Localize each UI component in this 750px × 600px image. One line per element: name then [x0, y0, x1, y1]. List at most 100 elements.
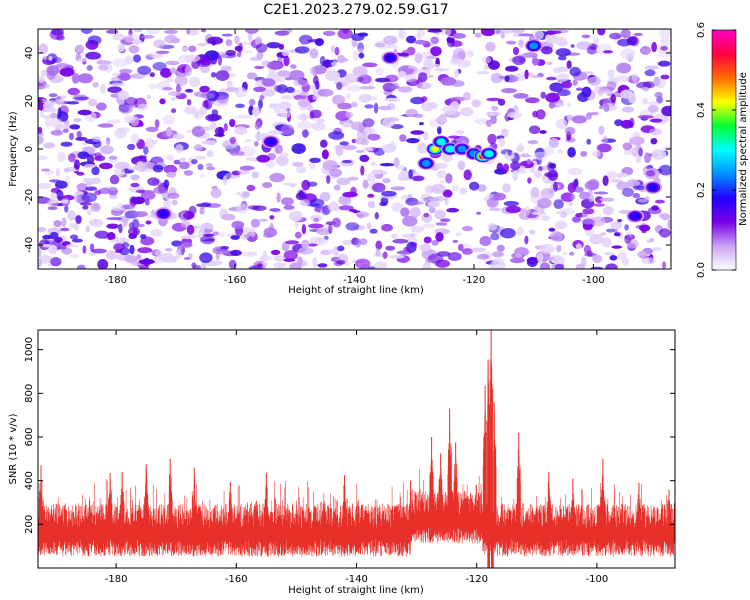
- heatmap-cell: [599, 105, 603, 109]
- heatmap-cell: [225, 49, 236, 56]
- heatmap-cell: [128, 166, 137, 171]
- heatmap-cell: [595, 196, 604, 204]
- heatmap-cell: [483, 64, 489, 70]
- heatmap-cell: [603, 103, 610, 112]
- heatmap-cell: [519, 154, 532, 158]
- heatmap-cell: [273, 103, 282, 114]
- heatmap-cell: [309, 236, 324, 246]
- heatmap-cell: [92, 136, 101, 143]
- heatmap-hotspot: [457, 145, 467, 153]
- heatmap-cell: [457, 160, 466, 171]
- heatmap-cell: [455, 129, 465, 135]
- snr-series: [38, 330, 675, 568]
- heatmap-cell: [588, 194, 595, 202]
- heatmap-cell: [557, 149, 563, 154]
- heatmap-cell: [254, 65, 265, 70]
- heatmap-cell: [90, 202, 101, 212]
- heatmap-cell: [300, 91, 309, 97]
- y-tick-label: -40: [24, 237, 35, 253]
- heatmap-cell: [423, 58, 434, 69]
- heatmap-cell: [642, 86, 650, 92]
- snr-y-axis-label: SNR (10 * v/v): [8, 413, 19, 484]
- heatmap-cell: [657, 60, 671, 67]
- heatmap-cell: [175, 248, 182, 260]
- heatmap-cell: [575, 87, 584, 91]
- heatmap-cell: [352, 50, 360, 62]
- heatmap-cell: [122, 219, 128, 227]
- heatmap-cell: [106, 223, 119, 229]
- heatmap-cell: [412, 175, 425, 182]
- heatmap-cell: [83, 163, 96, 169]
- heatmap-cell: [579, 191, 591, 200]
- heatmap-cell: [606, 228, 615, 233]
- heatmap-cell: [187, 157, 194, 166]
- heatmap-cell: [236, 191, 241, 196]
- heatmap-cell: [201, 126, 211, 132]
- heatmap-cell: [336, 177, 351, 186]
- x-tick-label: -160: [225, 574, 248, 585]
- heatmap-cell: [221, 33, 233, 37]
- heatmap-cell: [555, 118, 568, 130]
- heatmap-cell: [442, 189, 453, 198]
- heatmap-cell: [344, 73, 357, 84]
- heatmap-cell: [659, 228, 671, 238]
- heatmap-cell: [476, 184, 487, 192]
- heatmap-cell: [554, 220, 568, 230]
- heatmap-cell: [192, 265, 202, 269]
- heatmap-cell: [96, 60, 112, 65]
- heatmap-cell: [367, 172, 376, 182]
- heatmap-cell: [490, 106, 499, 111]
- heatmap-cell: [347, 176, 359, 181]
- heatmap-cell: [410, 242, 418, 248]
- colorbar: 0.0 0.2 0.4 0.6 Normalized spectral amplitu…: [696, 22, 749, 278]
- y-tick-label: 20: [24, 95, 35, 108]
- heatmap-cell: [617, 219, 623, 222]
- heatmap-cell: [203, 100, 209, 109]
- heatmap-cell: [454, 68, 459, 78]
- heatmap-cell: [442, 105, 458, 115]
- heatmap-cell: [371, 169, 386, 175]
- heatmap-cell: [38, 155, 48, 161]
- heatmap-cell: [644, 152, 651, 164]
- heatmap-x-axis: -180 -160 -140 -120 -100: [104, 29, 605, 286]
- heatmap-cell: [252, 205, 267, 211]
- heatmap-cell: [562, 251, 568, 256]
- heatmap-cell: [255, 43, 268, 53]
- heatmap-cell: [526, 257, 539, 265]
- heatmap-cell: [593, 191, 609, 195]
- heatmap-cell: [322, 160, 339, 171]
- heatmap-cell: [598, 125, 605, 135]
- heatmap-cell: [526, 158, 532, 165]
- heatmap-cell: [374, 42, 386, 48]
- heatmap-cell: [344, 260, 350, 266]
- heatmap-cell: [184, 54, 201, 63]
- heatmap-cell: [124, 33, 140, 44]
- heatmap-cell: [452, 33, 466, 39]
- heatmap-cell: [592, 254, 603, 263]
- heatmap-cell: [367, 133, 381, 141]
- heatmap-cell: [540, 215, 550, 221]
- heatmap-cell: [603, 252, 615, 256]
- heatmap-cell: [600, 232, 607, 236]
- heatmap-cell: [511, 29, 525, 34]
- heatmap-cell: [69, 124, 81, 130]
- heatmap-cell: [218, 55, 222, 66]
- heatmap-cell: [180, 242, 193, 248]
- heatmap-cell: [561, 81, 573, 89]
- heatmap-cell: [244, 139, 253, 143]
- heatmap-cell: [210, 188, 222, 199]
- heatmap-cell: [68, 132, 75, 141]
- heatmap-cell: [199, 252, 213, 263]
- heatmap-cell: [403, 246, 410, 252]
- heatmap-cell: [545, 76, 558, 81]
- heatmap-cell: [308, 223, 324, 229]
- heatmap-cell: [301, 239, 310, 249]
- heatmap-cell: [431, 63, 441, 68]
- heatmap-cell: [310, 109, 322, 119]
- heatmap-cell: [485, 119, 492, 127]
- heatmap-hotspot: [436, 138, 446, 146]
- heatmap-cell: [215, 70, 230, 81]
- heatmap-cell: [301, 224, 307, 235]
- heatmap-cell: [339, 205, 354, 211]
- heatmap-cell: [133, 29, 143, 33]
